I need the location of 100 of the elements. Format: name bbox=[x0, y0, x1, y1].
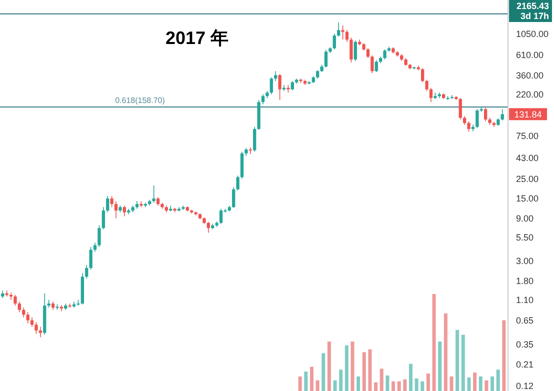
bar bbox=[450, 376, 454, 391]
candlestick bbox=[34, 322, 38, 334]
y-tick-label: 0.12 bbox=[516, 380, 534, 391]
bar bbox=[444, 313, 448, 391]
candlestick bbox=[102, 206, 105, 230]
candlestick bbox=[106, 196, 110, 213]
candlestick bbox=[232, 186, 236, 208]
candlestick bbox=[206, 222, 210, 234]
candlestick bbox=[270, 77, 273, 95]
candlestick bbox=[429, 87, 433, 102]
candlestick bbox=[89, 246, 92, 270]
bar bbox=[438, 342, 442, 391]
candlestick bbox=[278, 74, 282, 100]
bar bbox=[304, 372, 308, 391]
bar bbox=[461, 334, 465, 391]
bar bbox=[333, 380, 337, 391]
candlestick bbox=[98, 224, 101, 248]
candlestick bbox=[261, 94, 265, 105]
y-tick-label: 75.00 bbox=[516, 131, 539, 142]
bar bbox=[322, 353, 326, 391]
candlestick bbox=[484, 107, 488, 122]
y-tick-label: 360.00 bbox=[516, 70, 544, 80]
bar bbox=[502, 320, 506, 391]
text: 3d 17h bbox=[520, 11, 549, 22]
y-tick-label: 15.00 bbox=[516, 194, 539, 204]
y-tick-label: 43.00 bbox=[516, 152, 539, 163]
bar bbox=[414, 378, 418, 391]
candlestick bbox=[253, 126, 256, 152]
candlestick bbox=[114, 200, 118, 219]
bar bbox=[432, 294, 436, 391]
candlestick bbox=[476, 108, 479, 129]
y-tick-label: 1.80 bbox=[516, 276, 534, 286]
candlestick bbox=[332, 33, 336, 50]
candlestick bbox=[290, 80, 294, 91]
candlestick bbox=[421, 68, 424, 83]
bar bbox=[473, 372, 477, 391]
bar bbox=[408, 364, 412, 391]
y-tick-label: 0.35 bbox=[516, 339, 534, 350]
bar bbox=[356, 376, 360, 391]
candlestick bbox=[370, 54, 374, 74]
candlestick bbox=[425, 79, 428, 92]
text: 2017 年 bbox=[165, 28, 229, 48]
bar bbox=[420, 381, 424, 391]
candlestick bbox=[337, 22, 340, 37]
y-tick-label: 25.00 bbox=[516, 174, 539, 184]
candlestick bbox=[374, 60, 378, 72]
y-tick-label: 3.00 bbox=[516, 256, 534, 266]
candlestick bbox=[467, 120, 470, 132]
bar bbox=[362, 352, 366, 391]
bar bbox=[403, 379, 407, 391]
candlestick bbox=[38, 326, 42, 338]
ref-line-label: 0.618(158.70) bbox=[115, 96, 166, 105]
candlestick bbox=[341, 24, 344, 40]
candlestick bbox=[500, 108, 504, 121]
bar bbox=[298, 376, 302, 391]
bar bbox=[380, 368, 384, 391]
bar bbox=[484, 380, 488, 391]
candlestick bbox=[14, 294, 17, 306]
bar bbox=[374, 382, 378, 391]
candlestick bbox=[122, 205, 126, 217]
candlestick bbox=[366, 48, 370, 58]
bar bbox=[490, 376, 494, 391]
bar bbox=[368, 349, 372, 391]
candlestick bbox=[450, 94, 454, 100]
y-tick-label: 5.50 bbox=[516, 232, 534, 243]
bar bbox=[392, 381, 396, 391]
bar bbox=[350, 342, 354, 391]
bar bbox=[467, 377, 471, 391]
bar bbox=[344, 345, 348, 391]
candlestick bbox=[240, 151, 244, 180]
candlestick bbox=[248, 146, 252, 155]
candlestick bbox=[354, 40, 357, 62]
candlestick bbox=[458, 98, 462, 120]
bar bbox=[339, 370, 343, 391]
candlestick bbox=[383, 48, 386, 60]
candlestick bbox=[219, 208, 223, 224]
text: 2165.43 bbox=[516, 1, 549, 12]
bar bbox=[310, 366, 314, 391]
y-tick-label: 1050.00 bbox=[516, 28, 549, 39]
candlestick bbox=[350, 37, 353, 63]
candlestick bbox=[345, 30, 349, 42]
bar bbox=[496, 370, 500, 391]
candlestick bbox=[324, 50, 328, 68]
candlestick bbox=[85, 264, 88, 280]
candlestick bbox=[236, 175, 240, 191]
bar bbox=[456, 330, 460, 391]
annotation: 131.84 bbox=[514, 109, 542, 120]
candlestick bbox=[274, 70, 278, 82]
bar bbox=[426, 374, 430, 391]
candlestick bbox=[26, 312, 30, 324]
y-tick-label: 9.00 bbox=[516, 213, 534, 224]
y-tick-label: 0.65 bbox=[516, 315, 534, 326]
candlestick bbox=[152, 185, 156, 203]
bar bbox=[386, 375, 390, 391]
candlestick bbox=[110, 196, 114, 208]
candlestick bbox=[9, 292, 13, 300]
y-tick-label: 220.00 bbox=[516, 89, 544, 100]
bar bbox=[397, 381, 401, 391]
candlestick bbox=[93, 242, 97, 252]
bar bbox=[316, 380, 320, 391]
